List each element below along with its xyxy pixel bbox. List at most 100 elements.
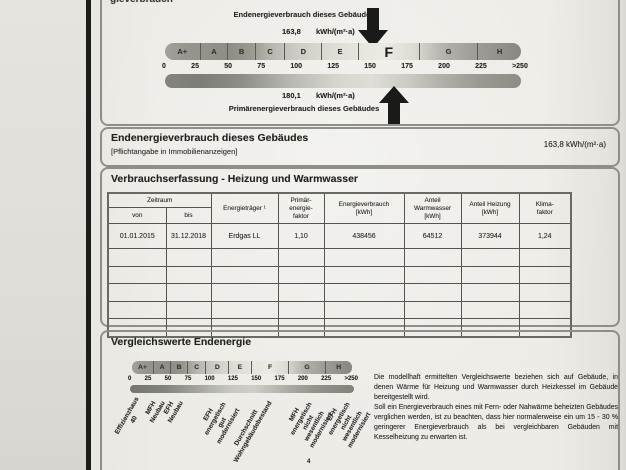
column-header-1: Primär- energie- faktor (277, 192, 325, 224)
band-letter-a+: A+ (165, 43, 201, 60)
band-letter-f: F (359, 43, 420, 60)
tick-label: 50 (224, 63, 233, 70)
band-letter-g: G (289, 361, 326, 374)
primaerenergie-unit: kWh/(m²·a) (316, 91, 355, 100)
table-empty-cell (460, 283, 520, 302)
table-empty-cell (518, 300, 572, 319)
tick-label: 200 (438, 63, 450, 70)
band-letter-e: E (322, 43, 359, 60)
table-empty-cell (323, 300, 405, 319)
primaerenergie-value: 180,1 (282, 91, 301, 100)
table-empty-row (107, 283, 572, 302)
table-empty-cell (165, 265, 212, 284)
primary-energy-band (165, 74, 521, 88)
verbrauchserfassung-section: Verbrauchserfassung - Heizung und Warmwa… (100, 167, 620, 338)
table-cell: 373944 (460, 223, 520, 249)
tick-label: 150 (364, 63, 376, 70)
tick-label: 225 (475, 63, 487, 70)
document-page: gieverbrauch Endenergieverbrauch dieses … (91, 0, 626, 470)
table-empty-cell (518, 265, 572, 284)
column-subheader-bis: bis (165, 207, 212, 224)
table-empty-cell (460, 300, 520, 319)
band-letter-g: G (420, 43, 479, 60)
tick-label: >250 (344, 376, 358, 382)
tick-label: 200 (297, 376, 308, 382)
tick-label: 175 (274, 376, 285, 382)
tick-label: 0 (128, 376, 132, 382)
tick-label: 50 (164, 376, 172, 382)
tick-label: 75 (257, 63, 266, 70)
table-empty-row (107, 248, 572, 267)
consumption-table-body: 01.01.2015 31.12.2018 Erdgas LL 1,10 438456 6… (107, 223, 572, 337)
tick-label: 75 (184, 376, 192, 382)
column-header-5: Klima- faktor (518, 192, 572, 224)
endenergie-section-title: Endenergieverbrauch dieses Gebäudes (111, 132, 309, 144)
table-empty-cell (210, 265, 279, 284)
rotated-label: EFH Neubau (162, 399, 185, 425)
band-letter-c: C (256, 43, 286, 60)
table-subheader-row: von bis (107, 207, 571, 224)
column-header-2: Energieverbrauch [kWh] (323, 192, 405, 224)
band-letter-h: H (336, 364, 342, 371)
tick-label: >250 (512, 63, 528, 70)
tick-label: 125 (227, 376, 238, 382)
table-empty-cell (518, 318, 572, 337)
tick-label: 150 (251, 376, 262, 382)
band-letter-a: A (154, 361, 172, 374)
column-subheader-von: von (107, 207, 167, 224)
comparison-explanation-text: Die modellhaft ermittelten Vergleichswer… (374, 373, 618, 444)
explanation-paragraph-2: Soll ein Energieverbrauch eines mit Fern… (374, 404, 618, 441)
table-empty-row (107, 318, 572, 337)
table-empty-cell (518, 248, 572, 267)
table-empty-cell (210, 248, 279, 267)
table-empty-cell (277, 265, 325, 284)
table-empty-cell (403, 248, 462, 267)
vergleichswerte-title: Vergleichswerte Endenergie (111, 336, 252, 348)
comparison-scale-ticks: 0 25 50 75 100 125 150 175 200 225 >250 (128, 376, 358, 382)
table-empty-cell (107, 248, 167, 267)
table-cell: 01.01.2015 (107, 223, 167, 249)
table-empty-cell (107, 283, 167, 302)
table-empty-cell (277, 248, 325, 267)
table-empty-cell (277, 283, 325, 302)
table-empty-cell (460, 248, 520, 267)
endenergie-scale-label: Endenergieverbrauch dieses Gebäudes (233, 10, 375, 19)
table-header-row: Zeitraum Energieträger ¹ Primär- energie- … (107, 192, 572, 224)
endenergie-value-section: Endenergieverbrauch dieses Gebäudes [Pfl… (100, 127, 620, 167)
verbrauchserfassung-title: Verbrauchserfassung - Heizung und Warmwa… (111, 173, 359, 185)
table-empty-cell (165, 248, 212, 267)
table-empty-cell (323, 283, 405, 302)
top-energy-band: A+ A B C D E F G H (165, 43, 521, 60)
down-arrow-icon (358, 8, 388, 48)
column-header-3: Anteil Warmwasser [kWh] (403, 192, 462, 224)
table-empty-cell (323, 265, 405, 284)
table-empty-cell (107, 300, 167, 319)
band-letter-d: D (285, 43, 323, 60)
column-header-0: Energieträger ¹ (210, 192, 279, 224)
endenergie-unit: kWh/(m²·a) (316, 27, 355, 36)
table-row: 01.01.2015 31.12.2018 Erdgas LL 1,10 438456 6… (107, 223, 572, 249)
tick-label: 125 (327, 63, 339, 70)
page-edge-shadow (86, 0, 91, 470)
table-empty-cell (403, 283, 462, 302)
band-letter-e: E (229, 361, 252, 374)
tick-label: 100 (290, 63, 303, 70)
band-letter-f: F (252, 361, 290, 374)
scanner-margin (0, 0, 86, 470)
tick-label: 25 (144, 376, 152, 382)
band-letter-a+: A+ (132, 361, 154, 374)
table-empty-cell (210, 283, 279, 302)
band-letter-c: C (188, 361, 207, 374)
table-cell: 438456 (323, 223, 405, 249)
table-empty-cell (460, 265, 520, 284)
primaerenergie-scale-label: Primärenergieverbrauch dieses Gebäudes (228, 104, 380, 113)
table-empty-cell (518, 283, 572, 302)
table-cell: 1,24 (518, 223, 572, 249)
consumption-table-head: Zeitraum Energieträger ¹ Primär- energie- … (107, 192, 572, 224)
table-cell: 64512 (403, 223, 462, 249)
table-empty-cell (323, 248, 405, 267)
band-letter-h: H (496, 47, 503, 56)
band-letter-a: A (201, 43, 229, 60)
footnote-mark: 4 (307, 459, 311, 465)
